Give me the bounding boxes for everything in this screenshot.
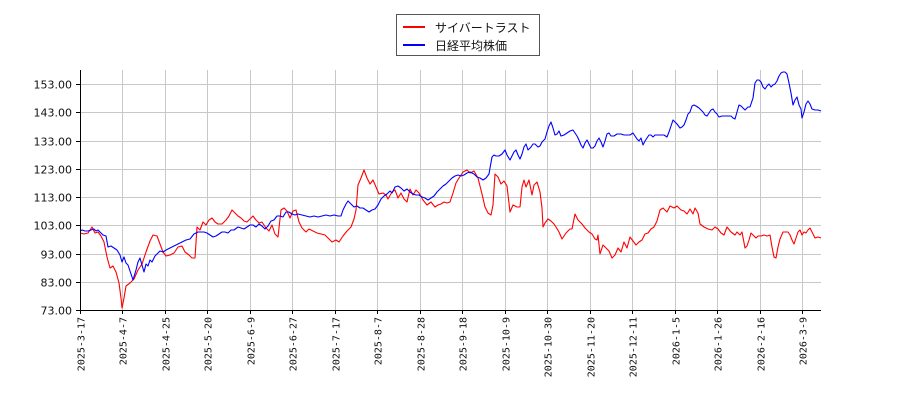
x-tick-label: 2025-7-17 — [332, 317, 343, 371]
axes — [76, 70, 821, 314]
y-tick-label: 123.00 — [34, 164, 73, 177]
legend-item-nikkei: 日経平均株価 — [397, 36, 507, 54]
nikkei-line — [79, 71, 822, 281]
x-tick-label: 2025-9-18 — [459, 317, 470, 371]
x-tick-label: 2025-11-20 — [587, 317, 598, 377]
y-tick-label: 83.00 — [41, 277, 73, 290]
legend-swatch-red — [403, 26, 425, 28]
x-tick-label: 2026-1-5 — [672, 317, 683, 365]
x-tick-label: 2026-1-26 — [714, 317, 725, 371]
x-tick-label: 2025-10-30 — [544, 317, 555, 377]
x-tick-label: 2025-4-25 — [162, 317, 173, 371]
x-tick-label: 2025-5-20 — [204, 317, 215, 371]
y-tick-label: 113.00 — [34, 192, 73, 205]
y-axis-labels: 73.00 83.00 93.00 103.00 113.00 123.00 133.00 1… — [34, 79, 73, 318]
legend-label: 日経平均株価 — [435, 38, 508, 53]
x-tick-label: 2025-6-9 — [247, 317, 258, 365]
x-tick-label: 2025-12-11 — [629, 317, 640, 377]
y-tick-label: 93.00 — [41, 249, 73, 262]
x-tick-label: 2025-10-9 — [502, 317, 513, 371]
series-lines — [79, 71, 822, 309]
y-tick-label: 103.00 — [34, 220, 73, 233]
legend-label: サイバートラスト — [435, 20, 531, 35]
legend-item-cybertrust: サイバートラスト — [397, 18, 531, 36]
x-tick-label: 2025-4-7 — [119, 317, 130, 365]
x-tick-label: 2026-3-9 — [799, 317, 810, 365]
x-tick-label: 2026-2-16 — [757, 317, 768, 371]
x-tick-label: 2025-8-28 — [417, 317, 428, 371]
y-tick-label: 73.00 — [41, 305, 73, 318]
x-axis-labels: 2025-3-17 2025-4-7 2025-4-25 2025-5-20 2025-… — [77, 317, 810, 377]
grid-lines — [80, 70, 821, 310]
x-tick-label: 2025-8-7 — [374, 317, 385, 365]
legend-swatch-blue — [403, 44, 425, 46]
y-tick-label: 143.00 — [34, 107, 73, 120]
y-tick-label: 153.00 — [34, 79, 73, 92]
x-tick-label: 2025-3-17 — [77, 317, 88, 371]
y-tick-label: 133.00 — [34, 136, 73, 149]
cybertrust-line — [79, 169, 822, 309]
legend: サイバートラスト 日経平均株価 — [396, 14, 540, 56]
x-tick-label: 2025-6-27 — [289, 317, 300, 371]
